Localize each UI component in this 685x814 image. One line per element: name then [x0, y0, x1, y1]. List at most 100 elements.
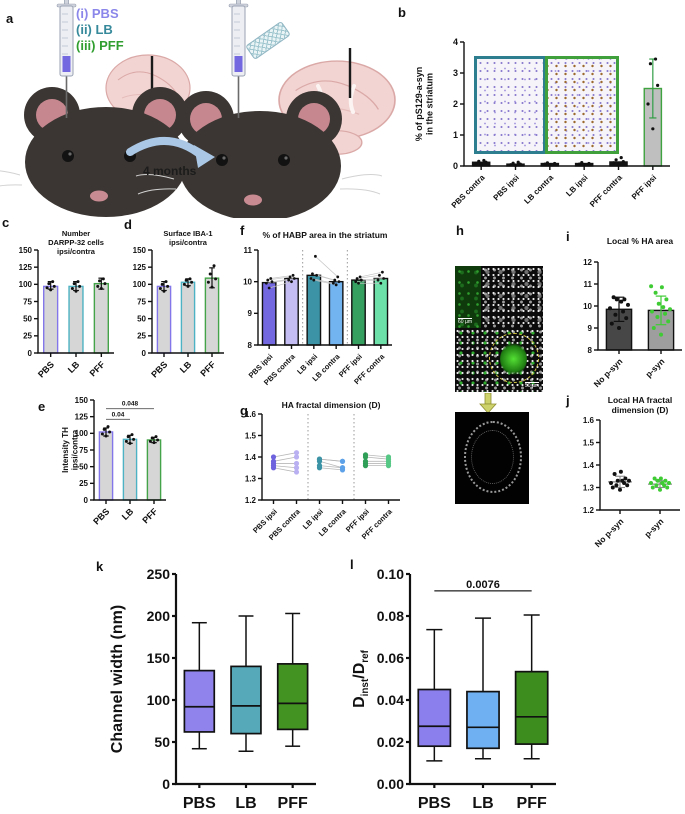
svg-text:HA fractal dimension (D): HA fractal dimension (D) — [282, 400, 381, 410]
scale-bar-bottom-label: 50 µm — [525, 383, 539, 389]
chart-diffusion-ratio: 0.0076 0.00 0.02 0.04 0.06 0.08 0.10 PBS LB PFF Di… — [346, 556, 680, 814]
svg-text:75: 75 — [137, 297, 146, 306]
microscopy-merge: 50 µm — [455, 328, 543, 392]
svg-text:LB: LB — [120, 506, 136, 522]
svg-text:PBS: PBS — [36, 359, 56, 379]
svg-text:0.02: 0.02 — [377, 734, 404, 750]
svg-text:10: 10 — [583, 302, 592, 311]
svg-text:50: 50 — [137, 315, 146, 324]
svg-text:% of pS129-a-synin the striatu: % of pS129-a-synin the striatum — [414, 67, 435, 142]
svg-text:150: 150 — [75, 396, 89, 405]
svg-text:PBS ipsi: PBS ipsi — [492, 173, 521, 202]
svg-text:200: 200 — [147, 608, 171, 624]
svg-text:100: 100 — [19, 280, 33, 289]
legend-item-pbs: (i) PBS — [76, 6, 124, 22]
panel-label-b: b — [398, 5, 406, 20]
svg-text:1.5: 1.5 — [245, 431, 257, 440]
svg-text:1: 1 — [453, 130, 458, 140]
svg-text:1.2: 1.2 — [583, 506, 595, 515]
svg-text:Channel width (nm): Channel width (nm) — [109, 605, 126, 753]
timeline-label: 4 months — [143, 164, 197, 178]
svg-text:LB: LB — [66, 359, 82, 375]
svg-text:LB: LB — [178, 359, 194, 375]
svg-text:0.06: 0.06 — [377, 650, 404, 666]
svg-text:125: 125 — [19, 263, 33, 272]
svg-text:50: 50 — [154, 734, 170, 750]
svg-text:0.048: 0.048 — [122, 401, 139, 408]
svg-text:p-syn: p-syn — [642, 516, 665, 539]
svg-text:8: 8 — [248, 341, 253, 350]
panel-label-l: l — [350, 557, 354, 572]
chart-local-ha-fractal: 1.2 1.3 1.4 1.5 1.6 No p-syn p-syn Local HA fra… — [568, 394, 685, 562]
svg-text:50: 50 — [79, 463, 88, 472]
chart-darpp32: 0 25 50 75 100 125 150 PBS LB PFF Number DARPP-32 c… — [8, 228, 122, 384]
svg-text:25: 25 — [79, 479, 88, 488]
svg-text:PBS: PBS — [183, 795, 216, 812]
svg-text:1.4: 1.4 — [245, 453, 257, 462]
svg-text:100: 100 — [133, 280, 147, 289]
scale-bar-top: 60 µm — [458, 318, 472, 325]
svg-text:PFF: PFF — [88, 359, 107, 378]
chart-local-ha-area: 8 9 10 11 12 No p-syn p-syn Local % HA area — [568, 230, 685, 396]
psyn-positive-cell — [500, 343, 527, 375]
panel-label-d: d — [124, 217, 132, 232]
scale-bar-bottom: 50 µm — [525, 382, 539, 389]
mouse-injection-illustration — [0, 0, 396, 218]
svg-text:No p-syn: No p-syn — [592, 356, 625, 389]
svg-text:150: 150 — [133, 246, 147, 255]
svg-text:PFF: PFF — [278, 795, 308, 812]
svg-text:4: 4 — [453, 37, 458, 47]
svg-text:125: 125 — [133, 263, 147, 272]
svg-text:1.3: 1.3 — [583, 483, 595, 492]
svg-text:25: 25 — [23, 332, 32, 341]
svg-text:11: 11 — [584, 280, 593, 289]
svg-text:75: 75 — [23, 297, 32, 306]
svg-text:0.08: 0.08 — [377, 608, 404, 624]
svg-text:LB: LB — [472, 795, 493, 812]
svg-text:10: 10 — [243, 278, 252, 287]
svg-text:0.0076: 0.0076 — [466, 579, 500, 591]
svg-text:0: 0 — [453, 161, 458, 171]
svg-text:100: 100 — [75, 429, 89, 438]
svg-text:150: 150 — [19, 246, 33, 255]
microscopy-green-channel: 60 µm — [455, 266, 481, 328]
svg-text:50: 50 — [23, 315, 32, 324]
legend-label-lb: (ii) LB — [76, 22, 113, 37]
panel-label-h: h — [456, 223, 464, 238]
svg-text:75: 75 — [79, 446, 88, 455]
svg-text:1.5: 1.5 — [583, 438, 595, 447]
svg-text:25: 25 — [137, 332, 146, 341]
down-arrow-icon — [479, 393, 497, 413]
svg-text:% of HABP area in the striatum: % of HABP area in the striatum — [262, 230, 387, 240]
svg-text:LB contra: LB contra — [522, 173, 555, 206]
panel-label-f: f — [240, 223, 245, 238]
panel-label-e: e — [38, 399, 46, 414]
svg-text:3: 3 — [453, 68, 458, 78]
legend-item-pff: (iii) PFF — [76, 38, 124, 54]
ha-binary-mask-image — [455, 412, 529, 504]
mask-ring — [463, 421, 522, 493]
svg-text:Intensity THipsi/contra: Intensity THipsi/contra — [61, 427, 80, 473]
histology-inset-pff — [545, 56, 619, 154]
histology-inset-lb — [474, 56, 546, 154]
svg-text:PFF: PFF — [198, 359, 217, 378]
svg-text:150: 150 — [147, 650, 171, 666]
svg-text:0: 0 — [84, 496, 89, 505]
svg-text:0.04: 0.04 — [112, 411, 125, 418]
svg-text:1.4: 1.4 — [583, 461, 595, 470]
svg-text:0: 0 — [162, 776, 170, 792]
treatment-legend: (i) PBS (ii) LB (iii) PFF — [76, 6, 124, 54]
svg-text:PFF: PFF — [517, 795, 547, 812]
svg-text:PBS: PBS — [91, 506, 111, 526]
mask-ring-inner — [471, 430, 515, 484]
svg-text:Dinst/Dref: Dinst/Dref — [351, 649, 371, 708]
svg-text:No p-syn: No p-syn — [593, 516, 626, 549]
svg-text:Local % HA area: Local % HA area — [607, 236, 674, 246]
svg-text:PFF: PFF — [140, 506, 159, 525]
svg-text:0: 0 — [142, 349, 147, 358]
svg-text:1.6: 1.6 — [583, 416, 595, 425]
svg-text:9: 9 — [248, 309, 253, 318]
panel-label-k: k — [96, 559, 104, 574]
